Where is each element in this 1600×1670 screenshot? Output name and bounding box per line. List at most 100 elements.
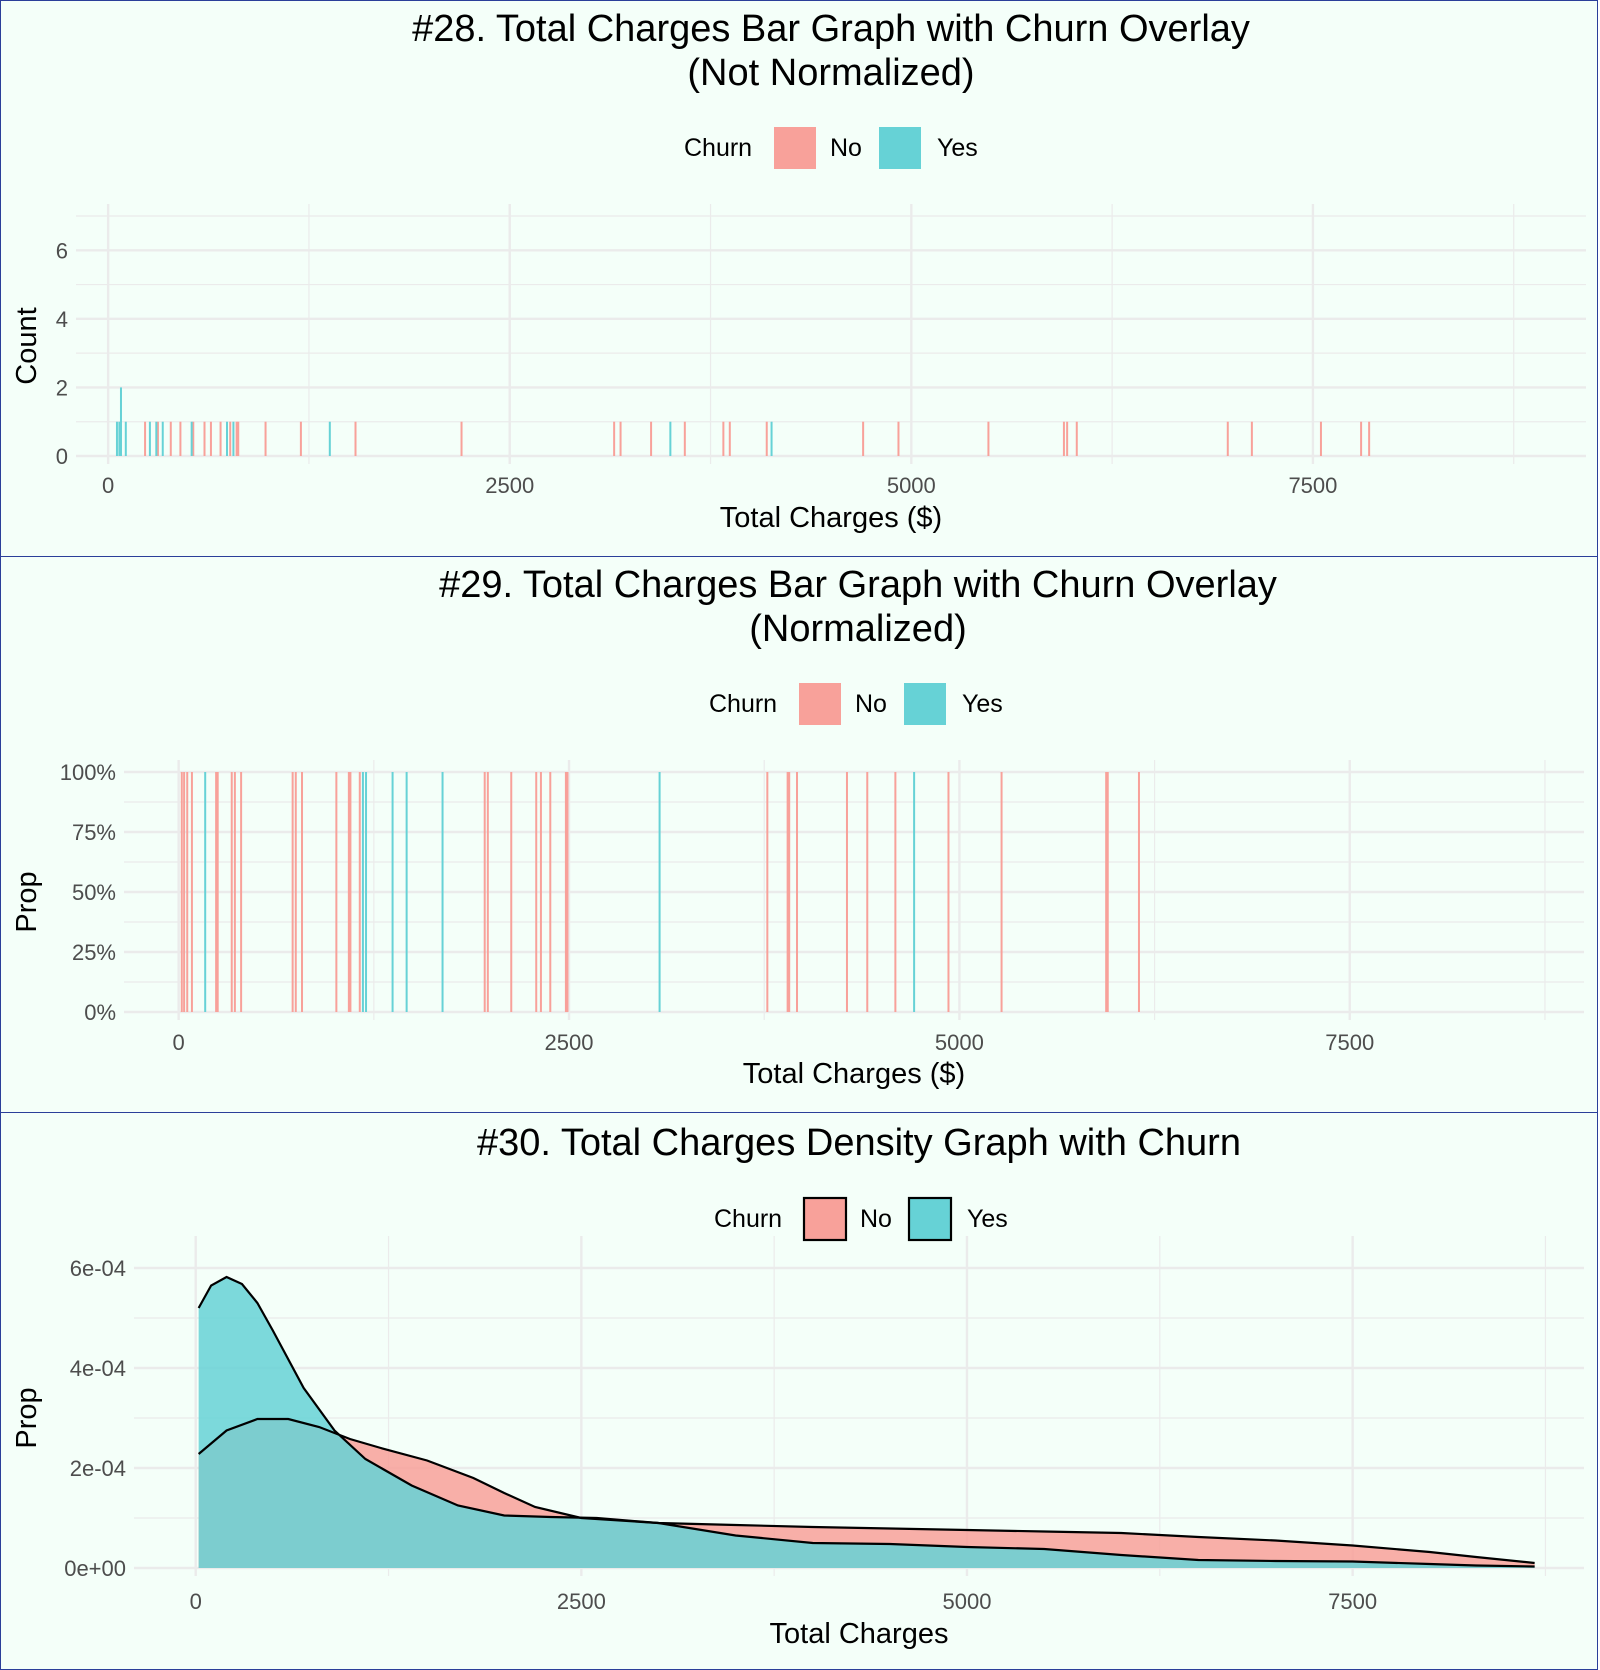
chart-29-bar-yes [204, 772, 207, 1012]
chart-29-bar-no [347, 772, 350, 1012]
chart-28-bar-no [1250, 421, 1253, 456]
chart-29-legend-title: Churn [709, 690, 777, 718]
chart-29-bar-no [216, 772, 219, 1012]
chart-28-y-tick-label: 4 [56, 307, 68, 332]
chart-29-bar-no [510, 772, 513, 1012]
chart-30-title: #30. Total Charges Density Graph with Ch… [477, 1122, 1241, 1164]
chart-28-svg: 0 2500 5000 7500 0 2 4 6 Total Charges ($) Count #… [11, 8, 1586, 534]
chart-29-bar-no [291, 772, 294, 1012]
chart-29-bar-no [358, 772, 361, 1012]
chart-29-y-tick-label: 25% [72, 940, 116, 965]
chart-28-legend-key-no [774, 127, 816, 169]
chart-29-legend-label-no: No [855, 690, 887, 718]
chart-28-bar-yes [190, 421, 193, 456]
chart-28-bar-no [144, 421, 147, 456]
chart-29-bar-no [190, 772, 193, 1012]
chart-28-legend-label-yes: Yes [937, 134, 978, 162]
chart-28-bar-yes [119, 387, 122, 456]
chart-28-bar-no [219, 421, 222, 456]
chart-29-legend-key-no [799, 683, 841, 725]
chart-28-bar-no [1062, 421, 1065, 456]
chart-30-density-line-yes [197, 1275, 1535, 1568]
chart-29-bar-no [845, 772, 848, 1012]
chart-28-bar-yes [118, 421, 121, 456]
chart-29-bar-no [240, 772, 243, 1012]
chart-28-bar-yes [669, 421, 672, 456]
chart-29-subtitle: (Normalized) [749, 608, 966, 650]
chart-28-x-tick-label: 0 [102, 473, 114, 498]
chart-28-bar-no [209, 421, 212, 456]
chart-29-bar-yes [405, 772, 408, 1012]
chart-28-bar-yes [232, 421, 235, 456]
chart-28-x-tick-label: 2500 [485, 473, 534, 498]
chart-28-bar-no [169, 421, 172, 456]
chart-30-x-tick-label: 7500 [1328, 1589, 1377, 1614]
chart-30-legend-label-no: No [860, 1205, 892, 1233]
chart-30-y-tick-label: 0e+00 [64, 1556, 126, 1581]
chart-28-bar-yes [155, 421, 158, 456]
chart-28-bar-no [1075, 421, 1078, 456]
chart-28-title: #28. Total Charges Bar Graph with Churn … [412, 8, 1250, 50]
chart-29-bar-no [566, 772, 569, 1012]
chart-29-bar-no [483, 772, 486, 1012]
chart-28-x-axis-label: Total Charges ($) [720, 502, 942, 534]
chart-29-legend-key-yes [904, 683, 946, 725]
chart-28-subtitle: (Not Normalized) [687, 52, 974, 94]
chart-28-bar-no [1360, 421, 1363, 456]
chart-29-bar-no [786, 772, 789, 1012]
chart-28-bar-no [192, 421, 195, 456]
chart-29-bar-no [564, 772, 567, 1012]
chart-28-legend-key-yes [879, 127, 921, 169]
chart-28-bar-no [237, 421, 240, 456]
chart-30-x-tick-label: 0 [190, 1589, 202, 1614]
chart-28-y-tick-label: 0 [56, 444, 68, 469]
chart-28-bar-no [987, 421, 990, 456]
chart-29-bar-no [335, 772, 338, 1012]
chart-28-bar-no [460, 421, 463, 456]
chart-29-y-tick-label: 0% [84, 1000, 116, 1025]
chart-28-bar-no [683, 421, 686, 456]
chart-panel-28: 0 2500 5000 7500 0 2 4 6 Total Charges ($) Count #… [0, 0, 1598, 558]
chart-29-y-axis-label: Prop [11, 871, 43, 932]
chart-28-bar-no [1368, 421, 1371, 456]
chart-28-bar-no [299, 421, 302, 456]
chart-29-bar-yes [361, 772, 364, 1012]
chart-29-x-tick-label: 0 [173, 1030, 185, 1055]
chart-28-bar-no [229, 421, 232, 456]
chart-28-legend-title: Churn [684, 134, 752, 162]
chart-29-bar-no [535, 772, 538, 1012]
chart-29-bar-yes [658, 772, 661, 1012]
chart-28-bar-no [650, 421, 653, 456]
chart-29-bar-no [215, 772, 218, 1012]
chart-29-bar-no [301, 772, 304, 1012]
chart-29-bar-yes [441, 772, 444, 1012]
chart-28-bar-yes [161, 421, 164, 456]
chart-30-x-tick-label: 2500 [557, 1589, 606, 1614]
chart-28-bar-no [619, 421, 622, 456]
chart-28-bar-yes [115, 421, 118, 456]
chart-28-bar-no [179, 421, 182, 456]
chart-30-x-tick-label: 5000 [943, 1589, 992, 1614]
chart-29-bar-no [549, 772, 552, 1012]
chart-28-bar-no [156, 421, 159, 456]
chart-29-y-tick-label: 100% [60, 760, 116, 785]
chart-28-bar-yes [148, 421, 151, 456]
chart-28-x-tick-label: 7500 [1288, 473, 1337, 498]
chart-29-bar-no [180, 772, 183, 1012]
chart-30-legend-label-yes: Yes [967, 1205, 1008, 1233]
chart-28-bar-no [1226, 421, 1229, 456]
chart-29-svg: 0 2500 5000 7500 0% 25% 50% 75% 100% Total Charge… [11, 564, 1584, 1090]
chart-28-y-tick-label: 6 [56, 238, 68, 263]
chart-30-legend-key-yes [907, 1196, 953, 1242]
chart-29-y-tick-label: 75% [72, 820, 116, 845]
chart-29-bar-no [947, 772, 950, 1012]
chart-29-x-tick-label: 2500 [545, 1030, 594, 1055]
chart-29-bar-no [766, 772, 769, 1012]
chart-28-bar-yes [226, 421, 228, 456]
chart-28-y-axis-label: Count [11, 307, 43, 384]
chart-28-y-tick-label: 2 [56, 375, 68, 400]
chart-29-legend-label-yes: Yes [962, 690, 1003, 718]
chart-29-bar-no [866, 772, 869, 1012]
chart-28-bar-no [722, 421, 725, 456]
chart-28-bar-no [1066, 421, 1069, 456]
